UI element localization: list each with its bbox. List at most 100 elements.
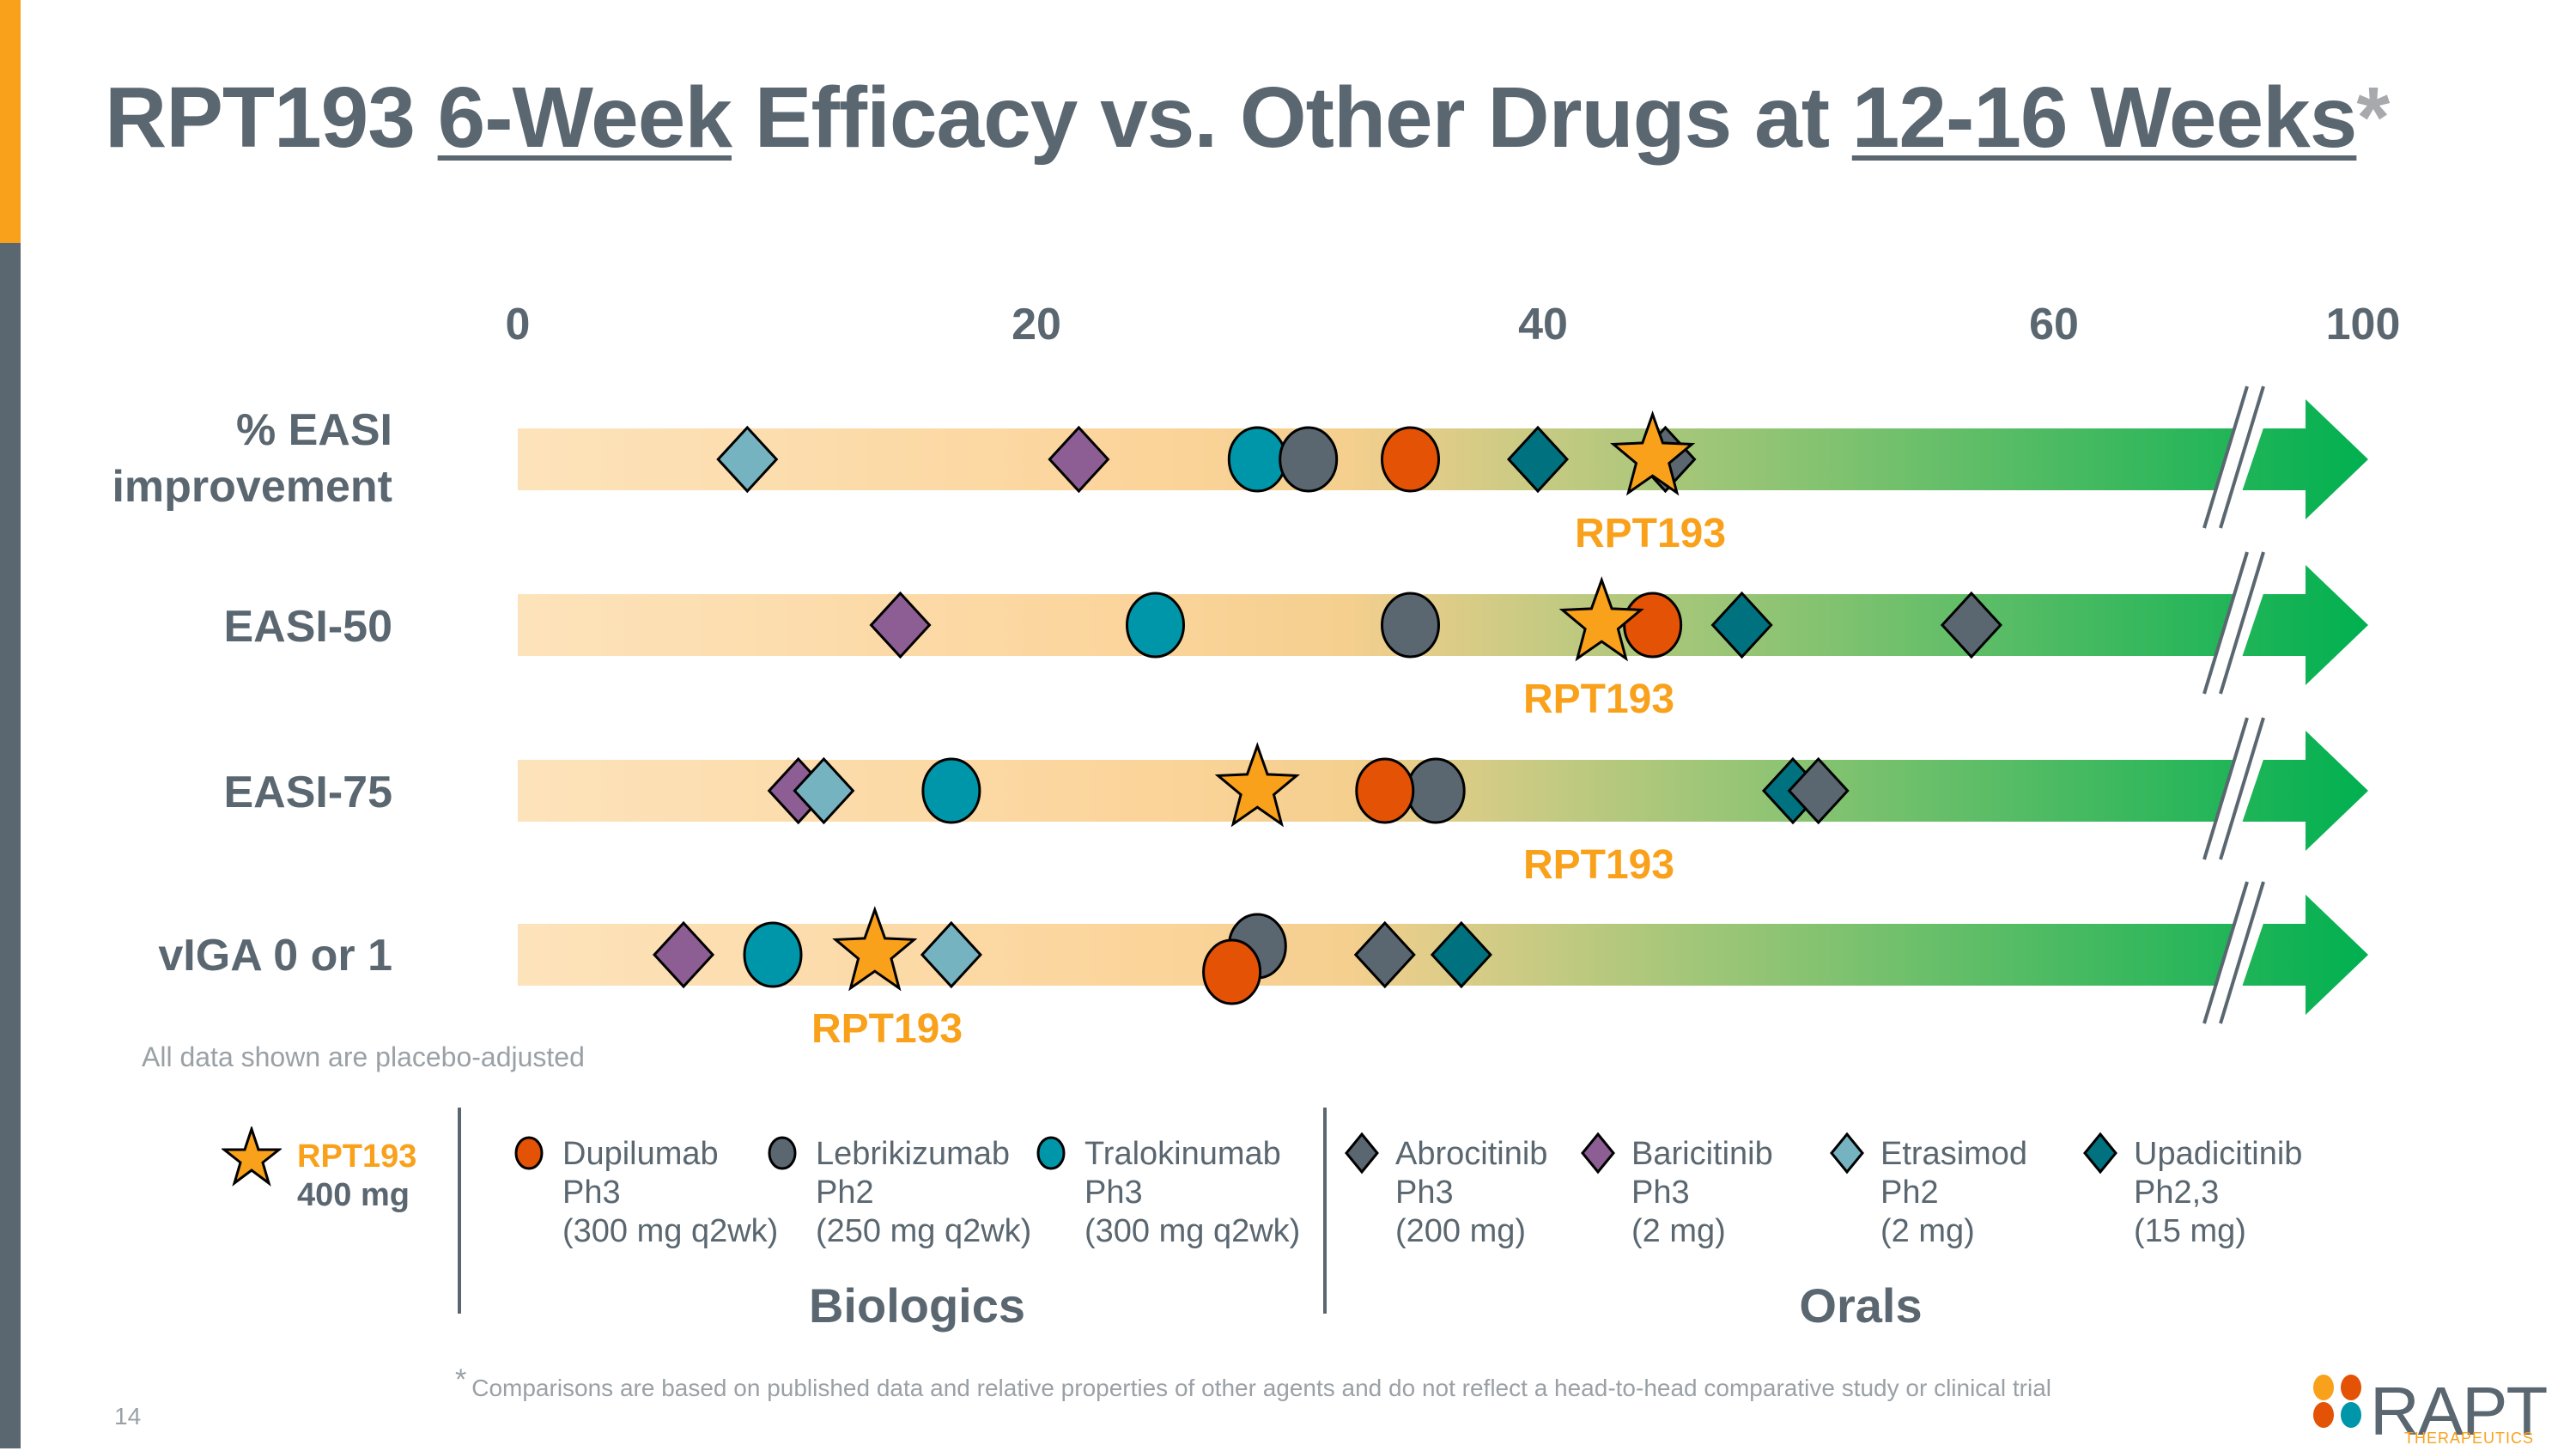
marker-upadicitinib-easi-50 (1710, 591, 1773, 659)
marker-dupilumab-viga (1202, 938, 1262, 1005)
legend-diamond-icon (1581, 1132, 1615, 1175)
legend-phase: Ph2,3 (2134, 1175, 2220, 1211)
legend-item-lebrikizumab: Lebrikizumab Ph2 (250 mg q2wk) (816, 1135, 1031, 1251)
legend-dose: (2 mg) (1880, 1213, 1975, 1249)
logo-text: RAPT (2370, 1373, 2548, 1449)
marker-rpt193-viga (832, 906, 918, 992)
legend-dose: (15 mg) (2134, 1213, 2246, 1249)
row-label-easi-50: EASI-50 (223, 602, 392, 652)
legend-drug: Baricitinib (1631, 1136, 1773, 1172)
marker-tralokinumab-easi-50 (1126, 592, 1185, 659)
axis-break-icon (2202, 551, 2275, 695)
marker-dupilumab-easi-improvement (1381, 426, 1440, 493)
legend-item-tralokinumab: Tralokinumab Ph3 (300 mg q2wk) (1084, 1135, 1300, 1251)
legend-phase: Ph2 (1880, 1175, 1939, 1211)
legend-dose: (200 mg) (1395, 1213, 1527, 1249)
legend-drug: Dupilumab (562, 1136, 719, 1172)
legend-item-upadicitinib: Upadicitinib Ph2,3 (15 mg) (2134, 1135, 2302, 1251)
legend-dose: (300 mg q2wk) (562, 1213, 779, 1249)
legend-phase: Ph3 (562, 1175, 621, 1211)
marker-dupilumab-easi-75 (1355, 757, 1415, 824)
rpt193-data-label: RPT193 (1523, 842, 1674, 888)
logo-subtext: THERAPEUTICS (2404, 1430, 2535, 1447)
rpt193-data-label: RPT193 (1523, 677, 1674, 722)
marker-baricitinib-easi-improvement (1048, 425, 1110, 494)
title-part: Efficacy vs. Other Drugs at (731, 70, 1852, 166)
marker-abrocitinib-easi-50 (1940, 591, 2002, 659)
legend-drug: Abrocitinib (1395, 1136, 1548, 1172)
axis-break-icon (2202, 717, 2275, 860)
legend-item-dupilumab: Dupilumab Ph3 (300 mg q2wk) (562, 1135, 778, 1251)
rapt-logo-icon (2313, 1375, 2361, 1428)
marker-baricitinib-viga (653, 920, 715, 989)
title-part-12-16-weeks: 12-16 Weeks (1851, 70, 2358, 166)
title-part-6-week: 6-Week (437, 70, 732, 166)
group-label-orals: Orals (1799, 1278, 1923, 1333)
legend-item-rpt193: RPT193 400 mg (297, 1138, 416, 1215)
legend-drug: Lebrikizumab (816, 1136, 1010, 1172)
placebo-note: All data shown are placebo-adjusted (142, 1041, 585, 1072)
marker-baricitinib-easi-50 (869, 591, 932, 659)
legend-item-baricitinib: Baricitinib Ph3 (2 mg) (1631, 1135, 1773, 1251)
marker-lebrikizumab-easi-improvement (1279, 426, 1339, 493)
marker-rpt193-easi-improvement (1610, 410, 1696, 496)
marker-tralokinumab-easi-improvement (1227, 426, 1287, 493)
legend-dose: (2 mg) (1631, 1213, 1726, 1249)
axis-break-icon (2202, 881, 2275, 1024)
legend-dose: (300 mg q2wk) (1084, 1213, 1301, 1249)
row-label-viga: vIGA 0 or 1 (158, 931, 392, 980)
title-asterisk: * (2356, 70, 2390, 166)
group-label-biologics: Biologics (808, 1278, 1026, 1333)
legend-circle-icon (514, 1136, 544, 1170)
legend-divider (1323, 1108, 1327, 1314)
legend-diamond-icon (1345, 1132, 1379, 1175)
x-tick-label: 20 (1012, 300, 1061, 349)
marker-dupilumab-easi-50 (1623, 592, 1683, 659)
legend-drug: Tralokinumab (1084, 1136, 1281, 1172)
marker-lebrikizumab-easi-75 (1406, 757, 1466, 824)
row-arrow-bar (518, 399, 2368, 519)
marker-upadicitinib-easi-improvement (1506, 425, 1570, 494)
footnote-text: Comparisons are based on published data … (471, 1375, 2051, 1401)
legend-phase: Ph3 (1395, 1175, 1454, 1211)
marker-rpt193-easi-50 (1558, 576, 1644, 662)
marker-etrasimod-easi-75 (793, 756, 855, 825)
page-number: 14 (114, 1403, 142, 1430)
legend-item-abrocitinib: Abrocitinib Ph3 (200 mg) (1395, 1135, 1547, 1251)
legend-phase: Ph3 (1084, 1175, 1143, 1211)
x-tick-label: 40 (1518, 300, 1568, 349)
legend-diamond-icon (1830, 1132, 1864, 1175)
marker-abrocitinib-easi-75 (1787, 756, 1850, 825)
legend-divider (458, 1108, 461, 1314)
title-part: RPT193 (105, 70, 438, 166)
row-label-easi-75: EASI-75 (223, 768, 392, 817)
footnote-marker: * (455, 1363, 467, 1396)
legend-drug: Upadicitinib (2134, 1136, 2303, 1172)
marker-upadicitinib-viga (1430, 920, 1492, 989)
x-tick-label: 100 (2325, 300, 2401, 349)
legend-dose: (250 mg q2wk) (816, 1213, 1032, 1249)
marker-tralokinumab-viga (743, 921, 803, 988)
legend-diamond-icon (2083, 1132, 2117, 1175)
legend-circle-icon (768, 1136, 797, 1170)
marker-abrocitinib-viga (1353, 920, 1416, 989)
marker-etrasimod-viga (920, 920, 982, 989)
accent-bar-orange (0, 0, 21, 243)
marker-rpt193-easi-75 (1214, 742, 1300, 828)
axis-break-icon (2202, 386, 2275, 529)
page-title: RPT193 6-Week Efficacy vs. Other Drugs a… (105, 69, 2390, 167)
legend-phase: Ph2 (816, 1175, 874, 1211)
accent-bar-gray (0, 243, 21, 1448)
rpt193-data-label: RPT193 (1575, 511, 1726, 556)
legend-star-icon (222, 1126, 282, 1187)
marker-tralokinumab-easi-75 (921, 757, 981, 824)
x-tick-label: 0 (505, 300, 531, 349)
legend-circle-icon (1036, 1136, 1066, 1170)
legend-drug: Etrasimod (1880, 1136, 2028, 1172)
legend-phase: Ph3 (1631, 1175, 1690, 1211)
row-label-easi-improvement: % EASI improvement (112, 405, 392, 512)
legend-rpt-name: RPT193 (297, 1138, 417, 1175)
marker-etrasimod-easi-improvement (716, 425, 779, 494)
rpt193-data-label: RPT193 (811, 1006, 963, 1052)
